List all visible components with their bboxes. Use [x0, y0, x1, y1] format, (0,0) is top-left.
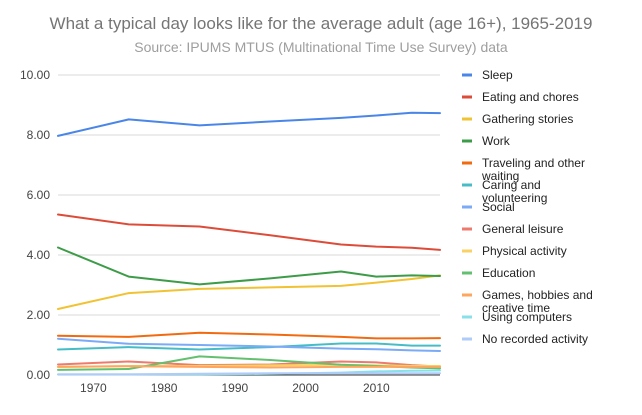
y-tick-label: 4.00 — [27, 248, 51, 262]
x-tick-label: 1970 — [80, 381, 107, 395]
legend-label: Games, hobbies and creative time — [482, 288, 593, 315]
x-tick-label: 1990 — [222, 381, 249, 395]
series-line — [57, 372, 441, 376]
x-tick-label: 2010 — [363, 381, 390, 395]
legend-label: Physical activity — [482, 244, 567, 258]
legend-label: Traveling and other waiting — [481, 156, 585, 183]
legend-label: Social — [482, 200, 515, 214]
legend-label: Caring and volunteering — [482, 178, 547, 205]
legend-label: General leisure — [482, 222, 564, 236]
series-line — [57, 337, 441, 352]
y-tick-label: 8.00 — [27, 128, 51, 142]
legend-label: Gathering stories — [482, 112, 573, 126]
x-tick-label: 2000 — [292, 381, 319, 395]
series-line — [57, 342, 441, 351]
series-line — [57, 213, 441, 251]
series-line — [57, 365, 441, 369]
series-line — [57, 111, 441, 137]
legend-label: Education — [482, 266, 535, 280]
series-line — [57, 246, 441, 286]
legend-label: Using computers — [482, 310, 572, 324]
legend-label: Sleep — [482, 68, 513, 82]
legend-label: Eating and chores — [482, 90, 579, 104]
y-tick-label: 2.00 — [27, 308, 51, 322]
legend-label: Work — [482, 134, 511, 148]
y-tick-label: 10.00 — [20, 68, 50, 82]
series-line — [57, 331, 441, 340]
chart-subtitle: Source: IPUMS MTUS (Multinational Time U… — [134, 39, 508, 55]
x-tick-label: 1980 — [151, 381, 178, 395]
y-tick-label: 6.00 — [27, 188, 51, 202]
y-tick-label: 0.00 — [27, 368, 51, 382]
chart-title: What a typical day looks like for the av… — [49, 14, 593, 33]
series-line — [57, 274, 441, 310]
legend-label: No recorded activity — [482, 332, 588, 346]
